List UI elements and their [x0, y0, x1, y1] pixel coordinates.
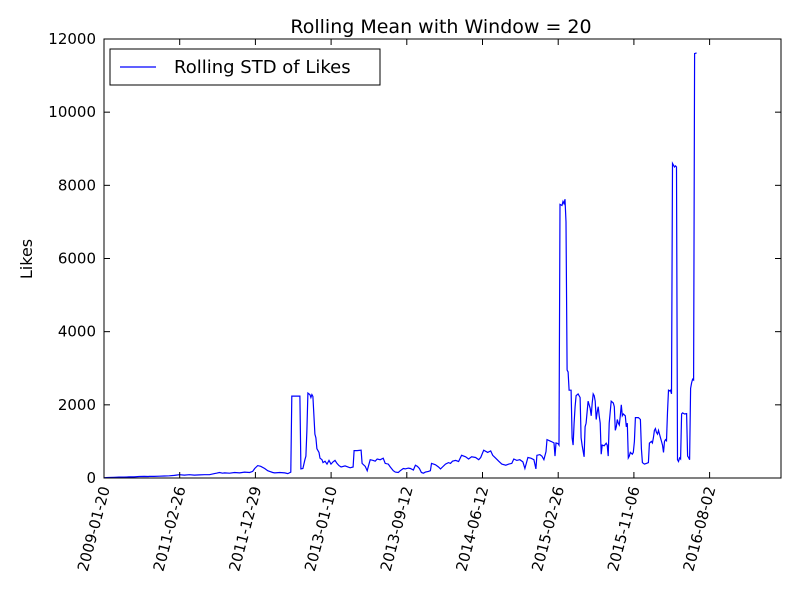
chart-title: Rolling Mean with Window = 20 — [290, 16, 591, 38]
y-tick-label: 0 — [86, 469, 96, 487]
y-tick-label: 8000 — [58, 176, 96, 194]
y-axis: 0 2000 4000 6000 8000 10000 12000 — [48, 30, 781, 487]
legend-label: Rolling STD of Likes — [174, 57, 351, 78]
x-tick-label: 2015-11-06 — [604, 484, 644, 573]
plot-frame — [103, 38, 782, 479]
x-tick-label: 2014-06-12 — [452, 484, 492, 573]
x-axis: 2009-01-20 2011-02-26 2011-12-29 2013-01-10… — [74, 39, 720, 573]
y-tick-label: 12000 — [48, 30, 96, 48]
x-tick-label: 2011-02-26 — [150, 484, 190, 573]
y-tick-label: 4000 — [58, 323, 96, 341]
y-tick-label: 10000 — [48, 103, 96, 121]
x-tick-label: 2016-08-02 — [680, 484, 720, 573]
plot-area — [103, 38, 782, 479]
series-line-rolling-std-of-likes — [103, 52, 697, 479]
x-tick-label: 2009-01-20 — [74, 484, 114, 573]
x-tick-label: 2015-02-26 — [528, 484, 568, 573]
x-tick-label: 2013-01-10 — [301, 484, 341, 573]
y-tick-label: 2000 — [58, 396, 96, 414]
x-tick-label: 2013-09-12 — [377, 484, 417, 573]
y-tick-label: 6000 — [58, 250, 96, 268]
x-tick-label: 2011-12-29 — [225, 484, 265, 573]
legend: Rolling STD of Likes — [109, 48, 381, 86]
y-axis-label: Likes — [17, 239, 36, 279]
